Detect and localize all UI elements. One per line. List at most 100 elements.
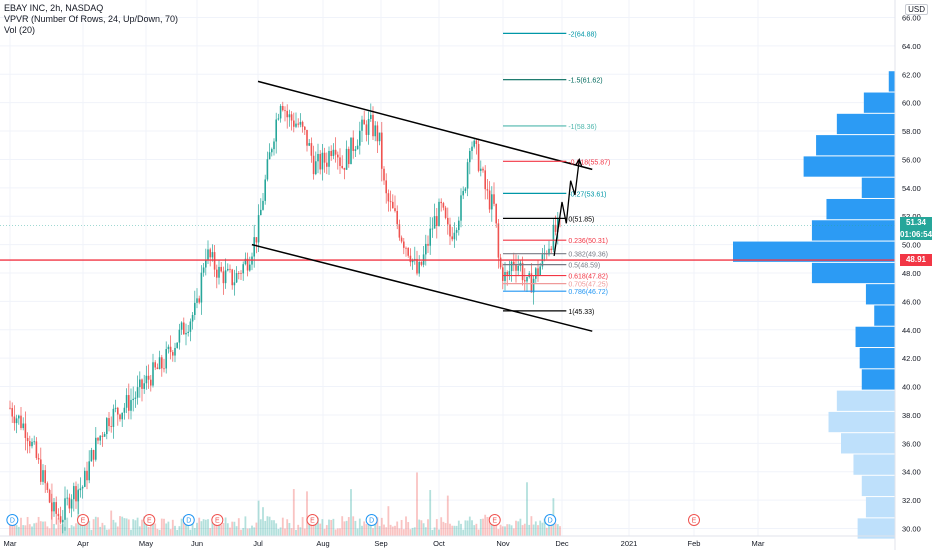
- candle-body: [260, 209, 262, 216]
- volume-bar: [556, 524, 559, 536]
- fib-level-label: -0.27(53.61): [568, 191, 606, 198]
- price-tick-label: 46.00: [902, 297, 921, 306]
- candle-body: [24, 423, 27, 438]
- candle-body: [431, 228, 434, 230]
- price-tick-label: 30.00: [902, 525, 921, 534]
- fib-level-label: 1(45.33): [568, 309, 594, 316]
- volume-profile-row: [826, 198, 895, 220]
- candle-body: [363, 119, 365, 125]
- volume-bar: [226, 523, 229, 536]
- candle-body: [449, 224, 451, 237]
- volume-bar: [275, 523, 278, 536]
- volume-bar: [528, 524, 531, 536]
- earnings-marker[interactable]: [488, 514, 501, 526]
- volume-profile-row: [865, 497, 895, 518]
- volume-bar: [460, 523, 462, 536]
- candle-body: [416, 258, 418, 274]
- candle-body: [178, 329, 181, 343]
- earnings-marker[interactable]: [77, 514, 89, 526]
- volume-bar: [361, 525, 363, 536]
- dividend-marker[interactable]: [365, 514, 378, 526]
- time-tick-label: Mar: [4, 539, 17, 548]
- volume-bar: [495, 517, 498, 536]
- earnings-marker[interactable]: [143, 514, 156, 526]
- volume-bar: [39, 521, 42, 536]
- volume-bar: [15, 525, 18, 536]
- candle-body: [535, 268, 537, 279]
- volume-bar: [200, 521, 203, 536]
- earnings-marker[interactable]: [306, 514, 319, 526]
- channel-lower-line[interactable]: [251, 243, 593, 332]
- legend-symbol[interactable]: EBAY INC, 2h, NASDAQ: [4, 3, 104, 13]
- price-tick-label: 66.00: [902, 14, 921, 23]
- candle-body: [125, 395, 128, 408]
- candle-body: [262, 200, 264, 210]
- candle-body: [394, 208, 396, 211]
- candle-body: [310, 143, 313, 156]
- candle-body: [378, 132, 381, 142]
- candle-body: [132, 398, 134, 401]
- channel-upper-line[interactable]: [257, 80, 593, 171]
- candle-body: [213, 252, 216, 270]
- candle-body: [480, 168, 482, 171]
- candle-body: [242, 264, 244, 274]
- price-tick-label: 60.00: [902, 99, 921, 108]
- candle-body: [196, 298, 198, 303]
- candle-body: [55, 502, 57, 514]
- candle-body: [427, 243, 429, 246]
- volume-bar: [264, 520, 267, 536]
- candle-body: [51, 502, 53, 512]
- projection-path[interactable]: [553, 159, 580, 257]
- candle-body: [29, 441, 31, 447]
- volume-bar: [440, 517, 443, 536]
- earnings-marker[interactable]: [211, 514, 224, 526]
- candle-body: [238, 273, 240, 274]
- volume-bar: [532, 524, 535, 536]
- dividend-marker[interactable]: [182, 514, 195, 526]
- dividend-marker[interactable]: [6, 514, 19, 526]
- currency-label[interactable]: USD: [905, 4, 928, 15]
- volume-bar: [218, 524, 220, 536]
- volume-bar: [57, 517, 60, 536]
- candle-body: [440, 201, 442, 204]
- time-tick-label: Apr: [77, 539, 89, 548]
- volume-bar: [394, 525, 396, 536]
- candle-body: [337, 154, 339, 158]
- candle-body: [497, 223, 500, 258]
- candle-body: [180, 322, 183, 330]
- earnings-marker[interactable]: [688, 514, 700, 526]
- volume-bar: [262, 507, 264, 536]
- candle-body: [526, 276, 528, 282]
- candle-body: [554, 224, 557, 232]
- candle-body: [504, 271, 506, 281]
- volume-bar: [132, 519, 135, 536]
- fib-level-label: 0.618(47.82): [568, 274, 608, 281]
- volume-bar: [163, 518, 165, 536]
- candle-body: [92, 450, 95, 460]
- legend-vpvr[interactable]: VPVR (Number Of Rows, 24, Up/Down, 70): [4, 14, 179, 24]
- candle-body: [312, 155, 315, 175]
- volume-bar: [466, 520, 469, 536]
- candle-body: [343, 167, 346, 170]
- volume-bar: [79, 517, 82, 536]
- price-tick-label: 34.00: [902, 468, 921, 477]
- volume-bar: [523, 523, 526, 536]
- dividend-marker[interactable]: [544, 514, 557, 526]
- candle-body: [66, 497, 68, 499]
- candle-body: [165, 349, 167, 369]
- volume-bar: [372, 528, 374, 536]
- volume-bar: [517, 521, 520, 536]
- legend-volume[interactable]: Vol (20): [4, 25, 36, 35]
- candle-body: [403, 241, 405, 248]
- chart-legend: EBAY INC, 2h, NASDAQ VPVR (Number Of Row…: [4, 3, 178, 36]
- candle-body: [64, 498, 66, 520]
- candle-body: [293, 120, 295, 127]
- candle-body: [227, 268, 229, 271]
- last-price-badge: 51.34: [900, 216, 932, 229]
- volume-bar: [193, 527, 196, 536]
- volume-bar: [396, 521, 399, 536]
- price-tick-label: 64.00: [902, 42, 921, 51]
- candle-body: [9, 407, 11, 409]
